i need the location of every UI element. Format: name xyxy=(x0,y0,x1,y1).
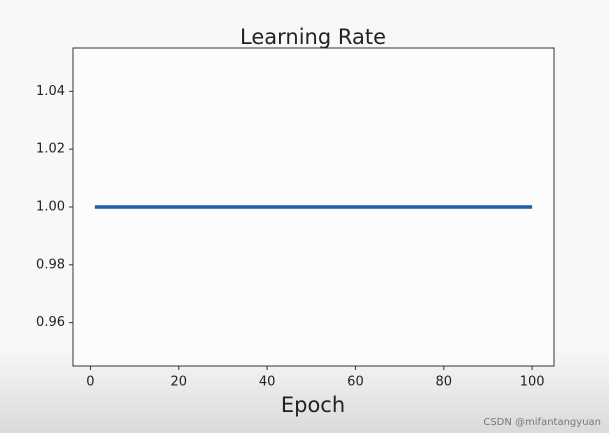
y-tick-label: 1.02 xyxy=(36,142,65,157)
x-tick-label: 40 xyxy=(259,375,276,390)
y-tick-label: 0.98 xyxy=(36,257,65,272)
x-tick-label: 60 xyxy=(347,375,364,390)
chart-title: Learning Rate xyxy=(240,25,386,49)
x-tick-label: 100 xyxy=(520,375,545,390)
y-tick-label: 0.96 xyxy=(36,315,65,330)
x-tick-label: 80 xyxy=(436,375,453,390)
x-axis-label: Epoch xyxy=(281,393,345,417)
watermark: CSDN @mifantangyuan xyxy=(483,417,601,428)
y-tick-label: 1.04 xyxy=(36,84,65,99)
y-tick-label: 1.00 xyxy=(36,200,65,215)
x-tick-label: 0 xyxy=(86,375,94,390)
x-tick-label: 20 xyxy=(171,375,188,390)
